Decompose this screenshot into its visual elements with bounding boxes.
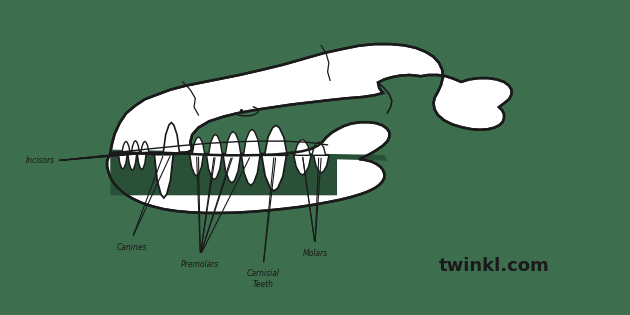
- Polygon shape: [207, 154, 222, 180]
- Polygon shape: [118, 154, 127, 169]
- Polygon shape: [118, 154, 127, 169]
- Polygon shape: [118, 154, 127, 169]
- Polygon shape: [209, 135, 222, 155]
- Polygon shape: [190, 154, 203, 176]
- Polygon shape: [128, 154, 137, 170]
- Polygon shape: [261, 154, 287, 191]
- Polygon shape: [243, 129, 261, 155]
- Polygon shape: [107, 122, 389, 213]
- Text: Premolars: Premolars: [181, 260, 219, 269]
- Polygon shape: [314, 155, 329, 173]
- Polygon shape: [110, 154, 337, 195]
- Polygon shape: [137, 154, 146, 169]
- Polygon shape: [223, 154, 241, 183]
- Polygon shape: [241, 154, 260, 185]
- Polygon shape: [192, 137, 205, 154]
- Polygon shape: [223, 154, 241, 183]
- Polygon shape: [207, 154, 222, 180]
- Polygon shape: [226, 132, 241, 155]
- Polygon shape: [137, 154, 146, 169]
- Polygon shape: [261, 154, 287, 191]
- Polygon shape: [128, 154, 137, 170]
- Polygon shape: [122, 141, 130, 153]
- Polygon shape: [154, 154, 173, 198]
- Polygon shape: [223, 154, 241, 183]
- Polygon shape: [190, 154, 203, 176]
- Polygon shape: [154, 154, 173, 198]
- Text: Carnisial
Teeth: Carnisial Teeth: [247, 269, 280, 289]
- Polygon shape: [110, 150, 387, 161]
- Polygon shape: [141, 141, 149, 153]
- Polygon shape: [261, 154, 287, 191]
- Polygon shape: [163, 123, 180, 153]
- Polygon shape: [241, 154, 260, 185]
- Polygon shape: [294, 154, 311, 175]
- Polygon shape: [154, 154, 173, 198]
- Text: Canines: Canines: [117, 243, 147, 252]
- Text: Molars: Molars: [302, 249, 328, 258]
- Polygon shape: [110, 44, 512, 154]
- Polygon shape: [294, 140, 310, 155]
- Polygon shape: [128, 154, 137, 170]
- Polygon shape: [207, 154, 222, 180]
- Polygon shape: [131, 141, 139, 153]
- Polygon shape: [241, 154, 260, 185]
- Polygon shape: [137, 154, 146, 169]
- Polygon shape: [190, 154, 203, 176]
- Polygon shape: [294, 154, 311, 175]
- Polygon shape: [314, 155, 329, 173]
- Text: twinkl.com: twinkl.com: [439, 257, 550, 275]
- Polygon shape: [314, 155, 329, 173]
- Polygon shape: [294, 154, 311, 175]
- Text: Incisors: Incisors: [26, 156, 55, 165]
- Polygon shape: [312, 142, 326, 155]
- Polygon shape: [265, 125, 287, 155]
